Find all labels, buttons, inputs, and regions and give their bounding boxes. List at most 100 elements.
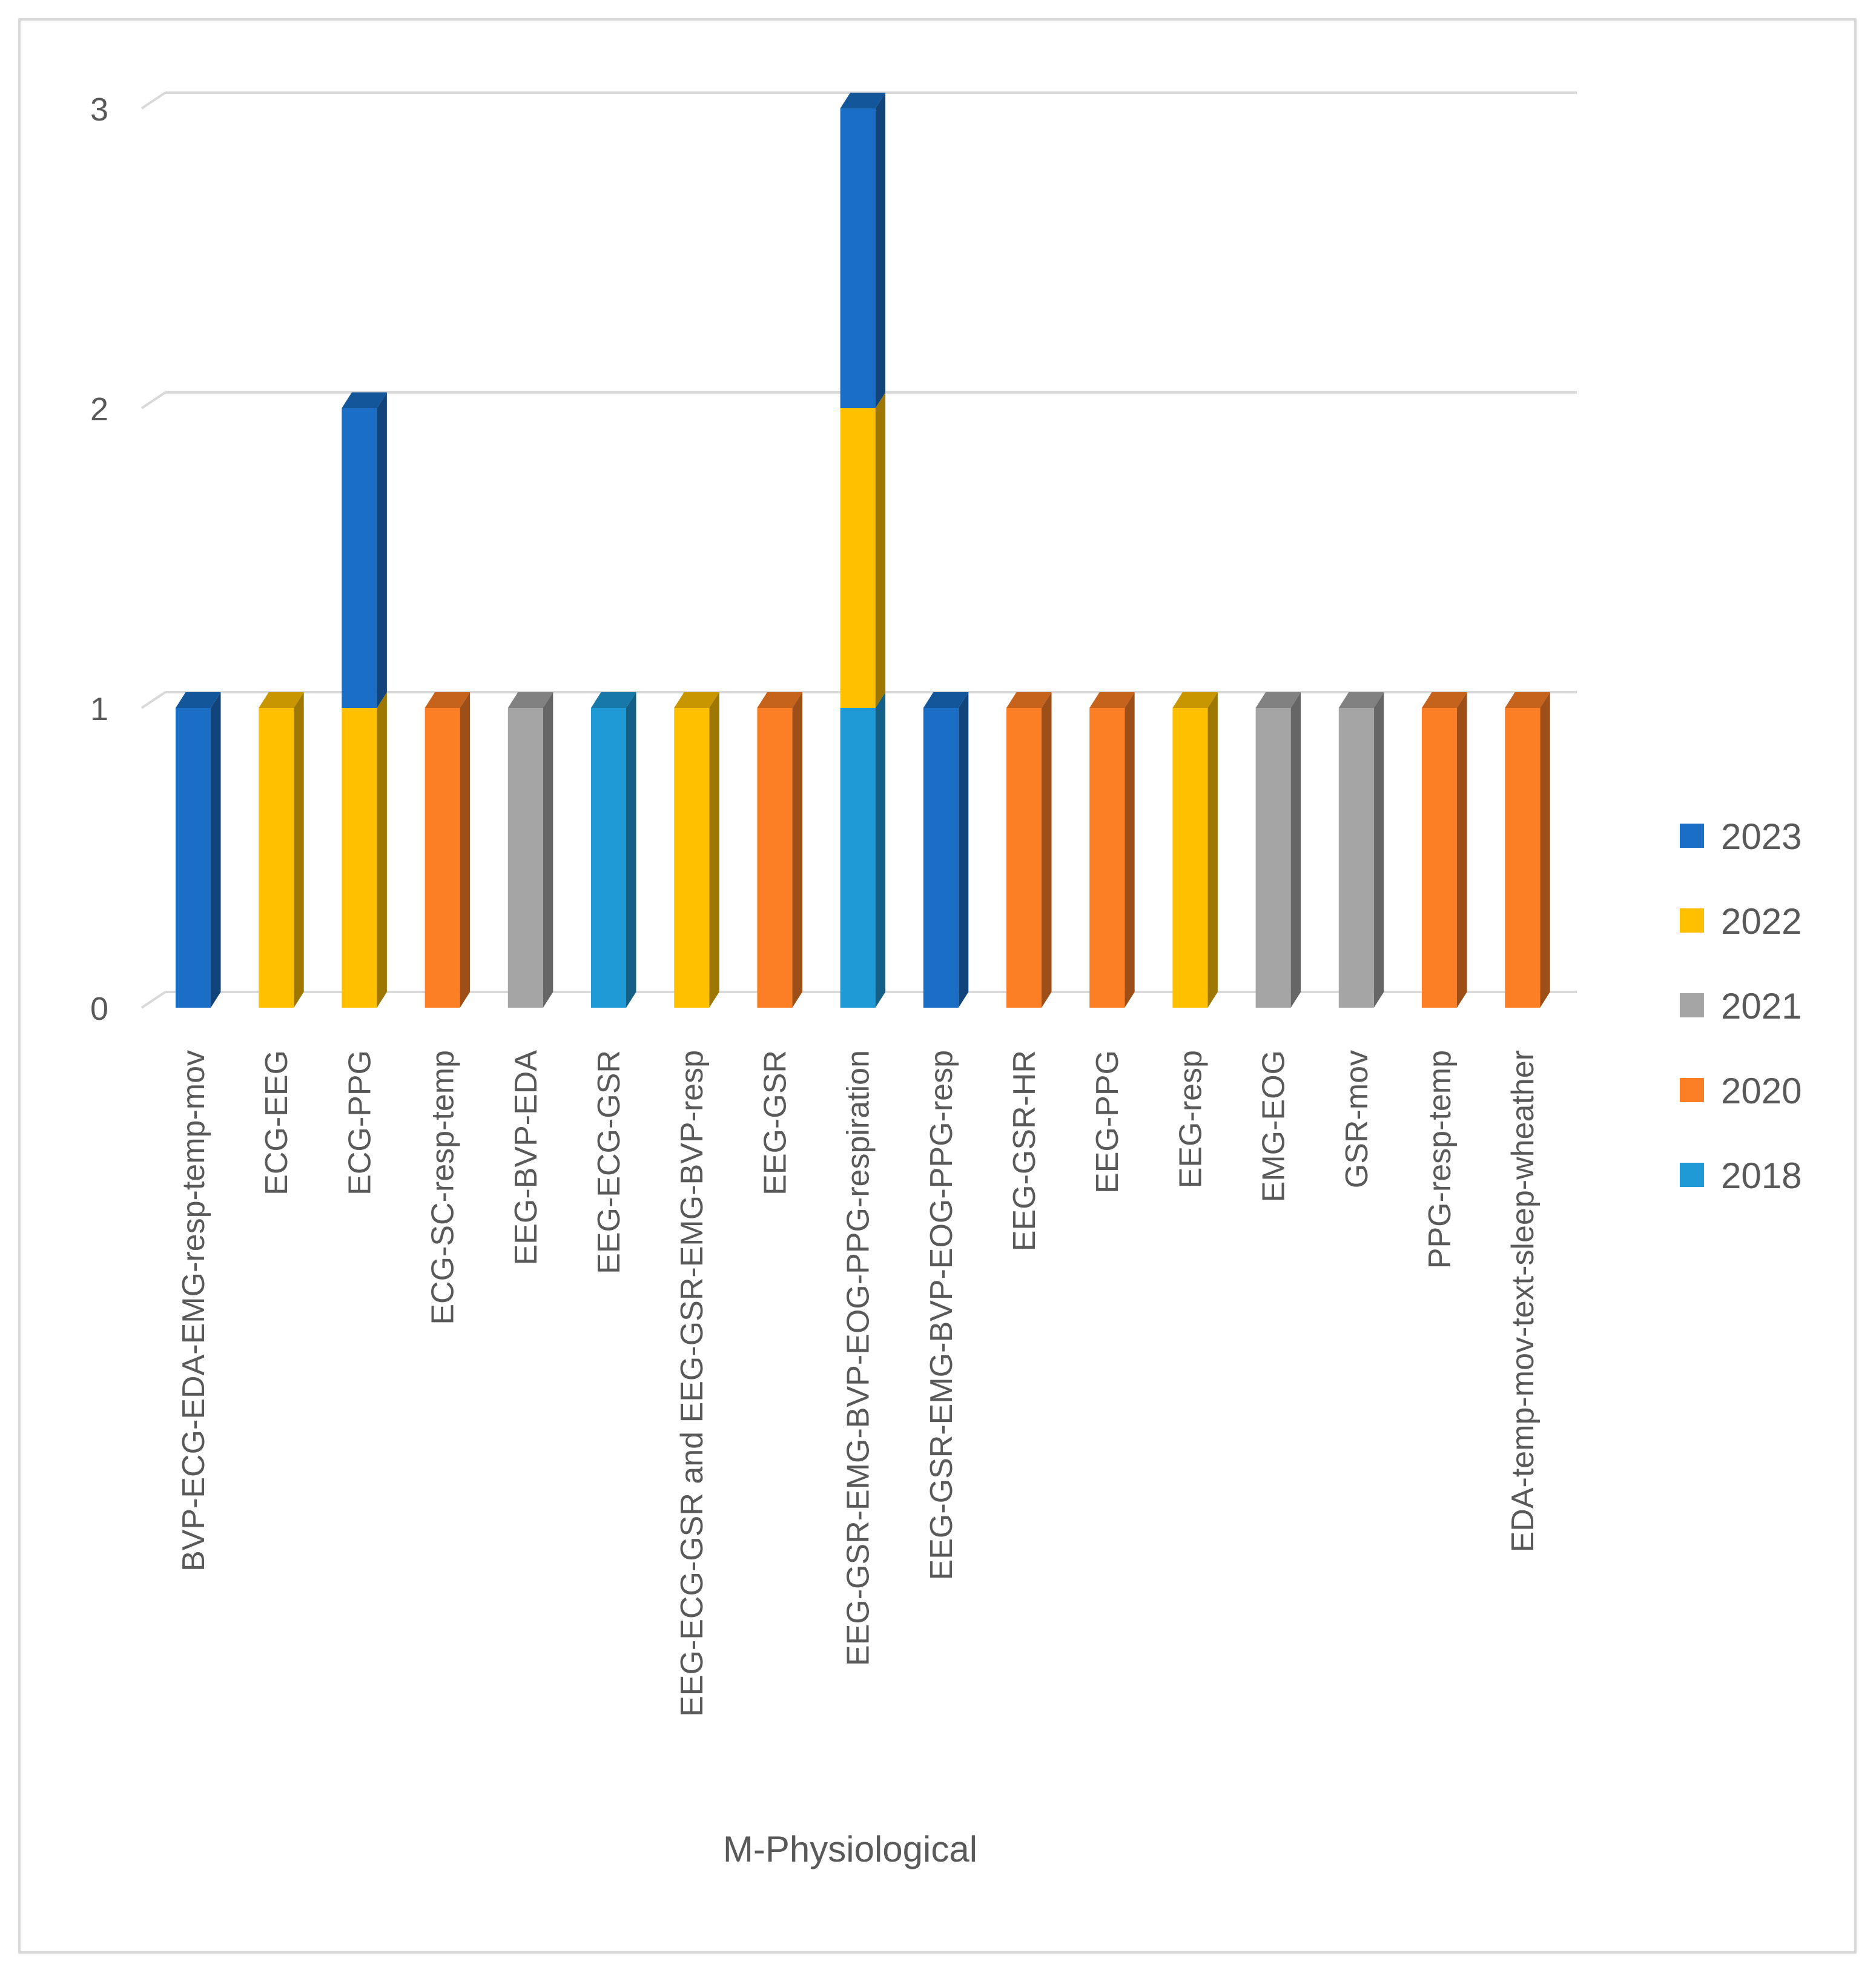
legend-label: 2018 [1721, 1155, 1802, 1196]
bar-segment-2021[interactable] [507, 692, 553, 1008]
bar-front-face [840, 708, 876, 1008]
bar-segment-2020[interactable] [1422, 692, 1467, 1008]
bar-front-face [840, 108, 876, 408]
bar-side-face [875, 392, 886, 708]
bar-side-face [958, 692, 969, 1008]
bar-top-face [342, 392, 387, 408]
bar-front-face [757, 708, 793, 1008]
legend[interactable]: 2023 2022 2021 2020 2018 [1680, 816, 1802, 1196]
bar-segment-2022[interactable] [674, 692, 719, 1008]
category-label: EEG-ECG-GSR and EEG-GSR-EMG-BVP-resp [675, 1050, 710, 1717]
bar-side-face [709, 692, 719, 1008]
bar-front-face [424, 708, 460, 1008]
category-label: EEG-PPG [1090, 1050, 1125, 1194]
bar-front-face [591, 708, 626, 1008]
bar-segment-2021[interactable] [1338, 692, 1384, 1008]
bar-top-face [1089, 692, 1135, 708]
bar-segment-2018[interactable] [591, 692, 636, 1008]
legend-label: 2022 [1721, 901, 1802, 942]
legend-label: 2020 [1721, 1071, 1802, 1111]
bar-top-face [591, 692, 636, 708]
bar-front-face [1006, 708, 1042, 1008]
bar-segment-2023[interactable] [923, 692, 969, 1008]
legend-label: 2021 [1721, 986, 1802, 1026]
category-label: ECG-SC-resp-temp [426, 1050, 461, 1325]
bar-segment-2023[interactable] [840, 93, 886, 408]
category-label: EDA-temp-mov-text-sleep-wheather [1505, 1050, 1541, 1552]
bar-segment-2023[interactable] [342, 392, 387, 708]
category-label: EEG-GSR-HR [1007, 1050, 1042, 1251]
bar-side-face [1373, 692, 1384, 1008]
bar-front-face [259, 708, 294, 1008]
bar-side-face [377, 392, 387, 708]
gridline-depth [140, 391, 167, 409]
y-tick-labels: 0 1 2 3 [90, 91, 108, 1027]
legend-swatch [1680, 1078, 1704, 1102]
bar-top-face [507, 692, 553, 708]
bar-segment-2020[interactable] [1505, 692, 1550, 1008]
bar-side-face [1042, 692, 1052, 1008]
bar-segment-2022[interactable] [259, 692, 304, 1008]
bar-front-face [1338, 708, 1374, 1008]
category-label: EEG-GSR-EMG-BVP-EOG-PPG-resp [924, 1050, 959, 1580]
bar-top-face [259, 692, 304, 708]
bar-side-face [875, 93, 886, 408]
bar-segment-2018[interactable] [840, 692, 886, 1008]
bar-segment-2022[interactable] [1172, 692, 1218, 1008]
category-label: EMG-EOG [1257, 1050, 1292, 1202]
category-label: ECG-PPG [342, 1050, 377, 1195]
bar-layer [176, 93, 1550, 1008]
bar-segment-2020[interactable] [757, 692, 802, 1008]
y-tick-label: 3 [90, 91, 108, 128]
bar-side-face [377, 692, 387, 1008]
bar-top-face [757, 692, 802, 708]
y-tick-label: 0 [90, 991, 108, 1027]
category-label: EEG-GSR-EMG-BVP-EOG-PPG-respiration [841, 1050, 876, 1666]
x-axis-title: M-Physiological [723, 1829, 977, 1869]
bar-segment-2023[interactable] [176, 692, 221, 1008]
legend-item-2021[interactable]: 2021 [1680, 986, 1802, 1026]
chart-frame: 0 1 2 3 BVP-ECG-EDA-EMG-resp-temp-mov ECG-EE… [18, 18, 1857, 1954]
bar-side-face [460, 692, 471, 1008]
legend-item-2023[interactable]: 2023 [1680, 816, 1802, 857]
bar-segment-2020[interactable] [424, 692, 471, 1008]
category-labels: BVP-ECG-EDA-EMG-resp-temp-mov ECG-EEG ECG-… [176, 1050, 1541, 1717]
bar-side-face [1540, 692, 1550, 1008]
bar-front-face [342, 708, 377, 1008]
bar-front-face [923, 708, 959, 1008]
category-label: PPG-resp-temp [1422, 1050, 1458, 1269]
bar-segment-2022[interactable] [840, 392, 886, 708]
bar-top-face [424, 692, 471, 708]
legend-swatch [1680, 908, 1704, 933]
bar-top-face [1006, 692, 1052, 708]
y-tick-label: 1 [90, 691, 108, 727]
bar-top-face [1255, 692, 1301, 708]
bar-front-face [1172, 708, 1208, 1008]
category-label: EEG-BVP-EDA [509, 1050, 544, 1266]
bar-front-face [674, 708, 710, 1008]
legend-swatch [1680, 993, 1704, 1017]
bar-top-face [674, 692, 719, 708]
gridline-depth [140, 691, 167, 709]
bar-segment-2021[interactable] [1255, 692, 1301, 1008]
bar-side-face [875, 692, 886, 1008]
legend-item-2018[interactable]: 2018 [1680, 1155, 1802, 1196]
bar-front-face [1089, 708, 1125, 1008]
legend-item-2022[interactable]: 2022 [1680, 901, 1802, 942]
bar-front-face [342, 408, 377, 708]
bar-side-face [792, 692, 802, 1008]
bar-top-face [923, 692, 969, 708]
category-label: BVP-ECG-EDA-EMG-resp-temp-mov [176, 1050, 211, 1571]
bar-segment-2022[interactable] [342, 692, 387, 1008]
bar-front-face [1505, 708, 1541, 1008]
bar-top-face [176, 692, 221, 708]
bar-top-face [1338, 692, 1384, 708]
bar-top-face [1422, 692, 1467, 708]
bar-front-face [1255, 708, 1291, 1008]
bar-side-face [1457, 692, 1467, 1008]
bar-segment-2020[interactable] [1006, 692, 1052, 1008]
bar-segment-2020[interactable] [1089, 692, 1135, 1008]
bar-top-face [840, 93, 886, 108]
legend-item-2020[interactable]: 2020 [1680, 1071, 1802, 1111]
legend-label: 2023 [1721, 816, 1802, 857]
